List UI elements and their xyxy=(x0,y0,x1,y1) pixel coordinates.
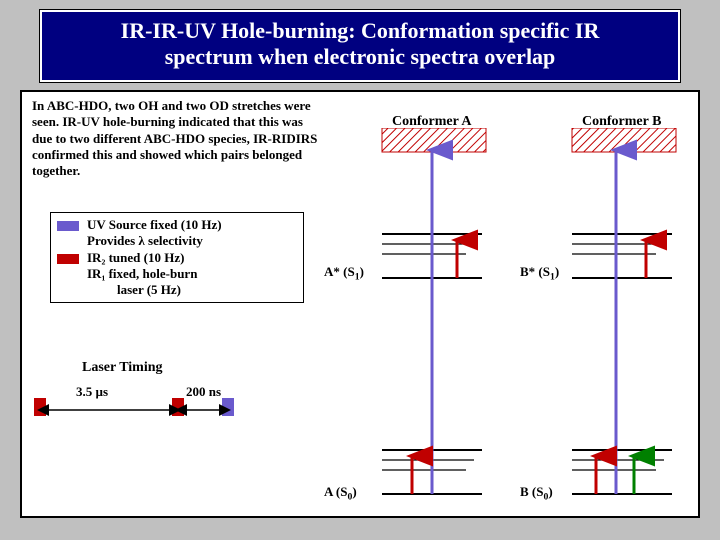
title-line-2: spectrum when electronic spectra overlap xyxy=(66,44,654,70)
legend-ir1-2: laser (5 Hz) xyxy=(117,282,297,298)
ir-swatch xyxy=(57,254,79,264)
legend-ir1-1: IR₁ fixed, hole-burn xyxy=(87,266,297,282)
conformer-a-diagram xyxy=(362,128,512,508)
legend-box: UV Source fixed (10 Hz) Provides λ selec… xyxy=(50,212,304,303)
a-s0-label: A (S0) xyxy=(324,484,357,503)
timing-t1: 3.5 µs xyxy=(76,384,108,400)
legend-uv-1: UV Source fixed (10 Hz) xyxy=(87,217,222,233)
legend-uv-2: Provides λ selectivity xyxy=(87,233,222,249)
title-line-1: IR-IR-UV Hole-burning: Conformation spec… xyxy=(66,18,654,44)
laser-timing-label: Laser Timing xyxy=(82,360,163,376)
intro-text: In ABC-HDO, two OH and two OD stretches … xyxy=(32,98,322,179)
b-s0-label: B (S0) xyxy=(520,484,553,503)
a-s1-label: A* (S1) xyxy=(324,264,364,283)
uv-swatch xyxy=(57,221,79,231)
title-box: IR-IR-UV Hole-burning: Conformation spec… xyxy=(40,10,680,82)
conformer-b-diagram xyxy=(556,128,706,508)
legend-ir2: IR₂ tuned (10 Hz) xyxy=(87,250,184,266)
timing-t2: 200 ns xyxy=(186,384,221,400)
b-s1-label: B* (S1) xyxy=(520,264,559,283)
content-box: In ABC-HDO, two OH and two OD stretches … xyxy=(20,90,700,518)
timing-diagram xyxy=(22,376,282,426)
